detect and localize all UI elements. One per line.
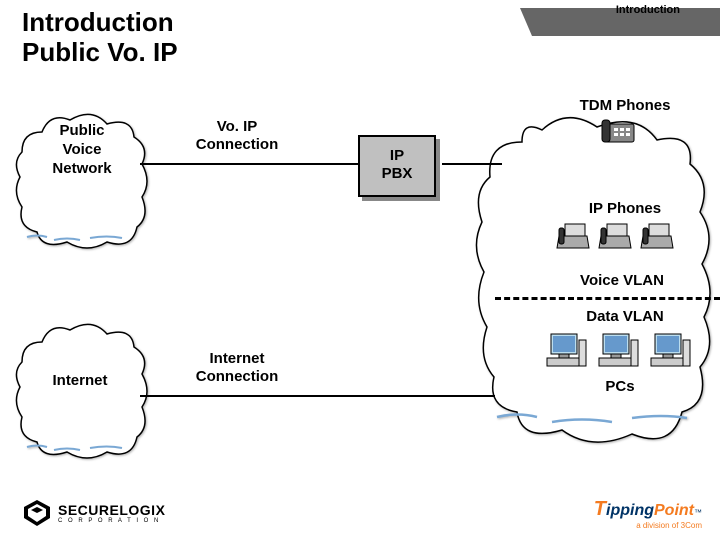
securelogix-sub: C O R P O R A T I O N [58,518,165,524]
pcs-label: PCs [590,378,650,395]
tippingpoint-point: Point [654,502,694,520]
title-line1: Introduction [22,8,178,38]
cloud-public-voice-label: Public Voice Network [32,122,132,178]
data-vlan-label: Data VLAN [555,308,695,325]
header-tab-label: Introduction [616,4,680,16]
tippingpoint-text: ipping [606,502,654,520]
internet-connection-line [140,395,495,397]
ip-pbx-label: IP PBX [360,137,434,183]
voip-connection-line [140,163,360,165]
voip-connection-label: Vo. IP Connection [172,118,302,154]
securelogix-logo: SECURELOGIX C O R P O R A T I O N [22,498,165,528]
title-line2: Public Vo. IP [22,38,178,68]
vlan-divider [495,297,720,300]
tdm-phone-icon [600,118,638,151]
pc-icons [545,332,691,370]
tdm-phones-label: TDM Phones [555,97,695,114]
ip-phones-icons [555,222,675,252]
tippingpoint-t: T [594,498,606,521]
ip-phones-label: IP Phones [560,200,690,217]
securelogix-icon [22,498,52,528]
cloud-internet-label: Internet [30,372,130,389]
ip-pbx-node: IP PBX [358,135,436,197]
securelogix-text: SECURELOGIX [58,502,165,518]
voice-vlan-label: Voice VLAN [552,272,692,289]
tippingpoint-sub: a division of 3Com [594,521,702,530]
tippingpoint-logo: T ipping Point ™ a division of 3Com [594,498,702,530]
internet-connection-label: Internet Connection [172,350,302,386]
page-title: Introduction Public Vo. IP [22,8,178,68]
pbx-cloud-line [442,163,502,165]
